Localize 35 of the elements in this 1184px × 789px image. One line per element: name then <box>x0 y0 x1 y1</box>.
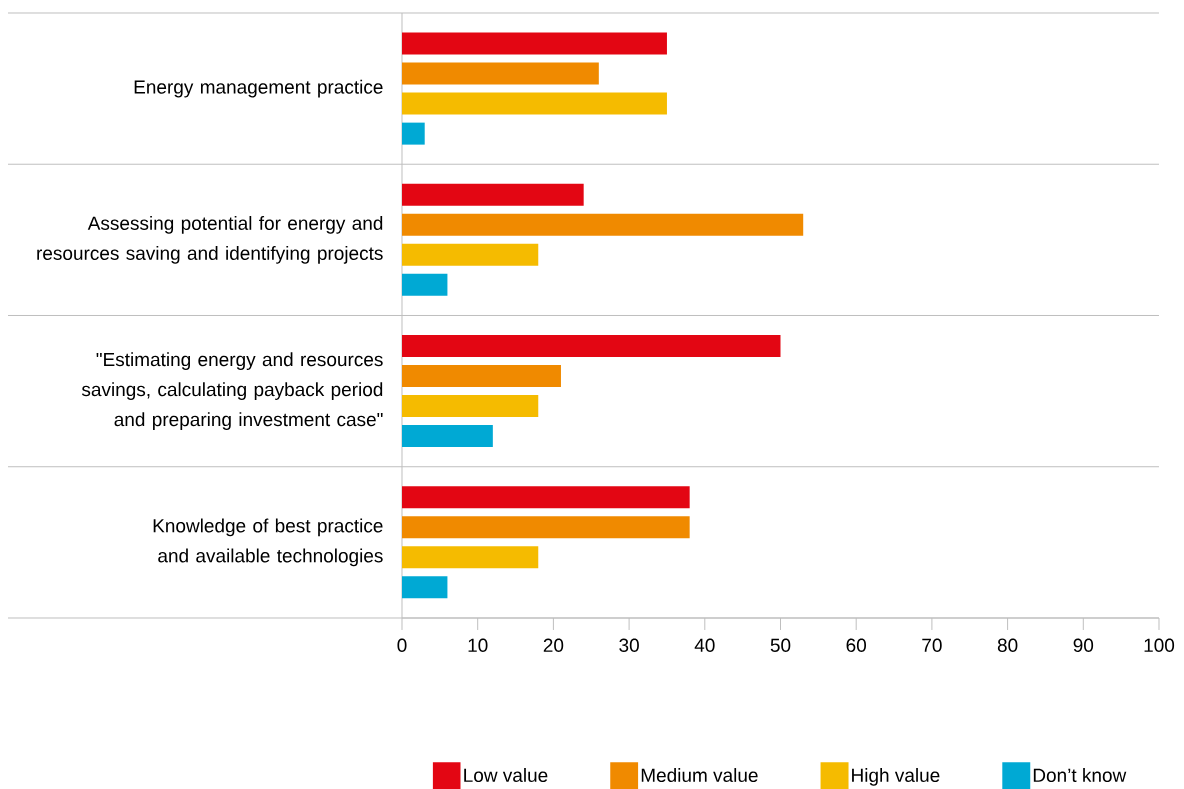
bar <box>402 243 539 266</box>
legend-label: Low value <box>464 768 548 783</box>
bar <box>402 486 690 509</box>
x-tick-label: 60 <box>846 638 867 652</box>
bar <box>402 213 804 236</box>
bar <box>402 395 539 418</box>
x-tick-label: 0 <box>397 638 407 652</box>
x-tick-label: 90 <box>1073 638 1094 652</box>
y-tick-label: Assessing potential for energy and resources saving and identifying projects <box>37 216 383 264</box>
bar <box>402 546 539 569</box>
x-tick-label: 50 <box>770 638 791 652</box>
bar <box>402 516 690 539</box>
bar <box>402 576 448 599</box>
legend-label: High value <box>852 768 940 786</box>
bar <box>402 183 584 206</box>
bar <box>402 425 493 448</box>
y-tick-label: Energy management practice <box>134 79 383 98</box>
bar <box>402 273 448 296</box>
bar <box>402 122 425 145</box>
bar <box>402 335 781 358</box>
x-tick-label: 30 <box>619 638 639 652</box>
x-tick-label: 100 <box>1144 638 1175 652</box>
x-tick-label: 80 <box>997 638 1018 652</box>
x-tick-label: 70 <box>922 638 942 652</box>
bar <box>402 32 667 55</box>
legend-label: Don’t know <box>1033 768 1127 783</box>
bar <box>402 365 561 388</box>
x-tick-label: 20 <box>543 638 564 652</box>
x-tick-label: 40 <box>694 638 715 652</box>
legend-label: Medium value <box>641 768 758 783</box>
bar <box>402 92 667 115</box>
y-tick-label: Knowledge of best practice and available technologies <box>153 518 383 567</box>
x-tick-label: 10 <box>468 638 488 652</box>
bar <box>402 62 599 85</box>
y-tick-label: "Estimating energy and resources savings, calculating payback period and preparing investment case" <box>81 352 383 430</box>
